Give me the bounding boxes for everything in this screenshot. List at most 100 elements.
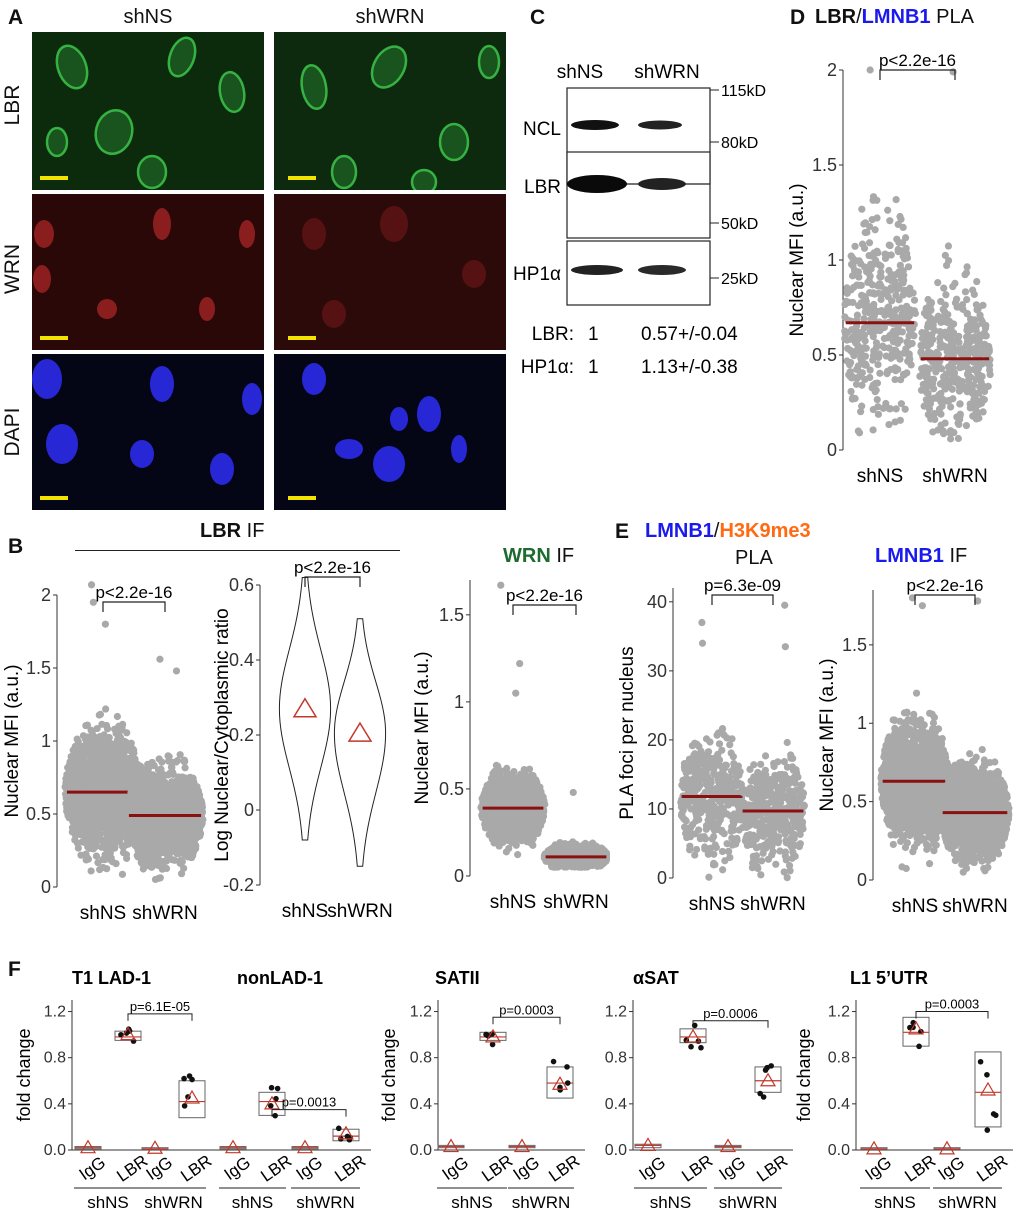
- data-point: [886, 217, 894, 225]
- marker-25kd: 25kD: [721, 271, 758, 288]
- data-point: [136, 783, 144, 792]
- data-point: [90, 755, 98, 763]
- data-point: [109, 761, 117, 769]
- nucleus-mark: [32, 359, 62, 399]
- data-point: [506, 771, 514, 779]
- data-point: [946, 435, 955, 443]
- data-point: [929, 394, 938, 402]
- data-point: [162, 864, 171, 873]
- significance-bracket: [879, 69, 956, 80]
- data-point: [947, 429, 955, 437]
- data-point: [884, 206, 892, 214]
- band-lbr-shwrn: [638, 178, 686, 190]
- data-point: [111, 725, 119, 733]
- data-point: [101, 794, 109, 802]
- panel-label-d: D: [790, 6, 806, 29]
- data-point: [187, 798, 195, 806]
- data-point: [177, 834, 185, 842]
- data-point: [176, 751, 184, 759]
- data-point: [88, 770, 96, 778]
- data-point: [930, 385, 938, 393]
- data-point: [868, 384, 876, 392]
- data-point: [881, 250, 889, 258]
- violin-shape: [278, 577, 332, 841]
- data-point: [172, 777, 180, 785]
- data-point: [102, 721, 111, 730]
- data-point: [874, 410, 882, 418]
- data-point: [925, 399, 933, 408]
- data-point: [180, 793, 189, 801]
- data-point: [858, 381, 866, 389]
- data-point: [113, 777, 121, 785]
- data-point: [90, 827, 99, 835]
- nucleus-mark: [218, 70, 246, 114]
- data-point: [904, 263, 913, 271]
- data-point: [512, 689, 520, 697]
- data-point: [505, 844, 513, 853]
- data-point: [65, 814, 73, 822]
- nucleus-mark: [94, 108, 134, 156]
- data-point: [954, 434, 962, 443]
- data-point: [961, 288, 970, 296]
- data-point: [87, 834, 96, 843]
- data-point: [97, 743, 105, 752]
- data-point: [185, 820, 193, 828]
- y-tick-label: 1.5: [26, 658, 51, 678]
- data-point: [861, 263, 869, 271]
- marker-50kd: 50kD: [721, 216, 758, 233]
- nucleus-mark: [322, 300, 346, 328]
- data-point: [948, 385, 956, 393]
- data-point: [846, 335, 854, 343]
- x-tick-label: shNS: [490, 892, 536, 913]
- data-point: [894, 220, 902, 229]
- data-point: [896, 212, 904, 221]
- data-point: [847, 387, 855, 396]
- data-point: [94, 762, 102, 770]
- data-point: [971, 392, 979, 400]
- data-point: [488, 808, 497, 816]
- data-point: [869, 426, 877, 434]
- data-point: [135, 843, 143, 851]
- data-point: [939, 427, 947, 435]
- data-point: [950, 329, 958, 337]
- data-point: [924, 382, 932, 390]
- y-axis-label: Nuclear MFI (a.u.): [412, 651, 433, 804]
- data-point: [886, 241, 894, 250]
- band-lbr-shns: [567, 175, 627, 193]
- data-point: [860, 244, 869, 252]
- data-point: [188, 850, 196, 858]
- data-point: [884, 304, 892, 312]
- mean-triangle: [292, 697, 318, 718]
- quant-hp1a-shns: 1: [588, 357, 599, 378]
- y-tick-label: 1: [827, 250, 837, 270]
- panel-d-title: LBR/LMNB1 PLA: [815, 6, 974, 28]
- data-point: [79, 778, 88, 786]
- nucleus-mark: [242, 383, 262, 415]
- data-point: [917, 347, 925, 356]
- y-axis-label: Nuclear MFI (a.u.): [787, 183, 808, 336]
- data-point: [115, 802, 123, 810]
- data-point: [96, 710, 105, 718]
- p-value-label: p<2.2e-16: [879, 51, 956, 70]
- data-point: [155, 771, 163, 779]
- data-point: [97, 757, 105, 765]
- data-point: [855, 429, 864, 437]
- data-point: [138, 778, 146, 786]
- data-point: [493, 813, 501, 822]
- data-point: [843, 357, 851, 365]
- micrograph-lbr-shns: [32, 32, 264, 190]
- data-point: [102, 705, 110, 713]
- data-point: [866, 289, 874, 297]
- data-point: [947, 359, 956, 368]
- data-point: [63, 806, 71, 814]
- data-point: [94, 807, 102, 815]
- data-point: [847, 286, 855, 294]
- data-point: [947, 350, 956, 358]
- data-point: [196, 817, 204, 825]
- data-point: [130, 763, 138, 772]
- data-point: [970, 358, 978, 366]
- x-tick-label: shWRN: [327, 901, 392, 922]
- y-axis-label: Nuclear MFI (a.u.): [2, 664, 23, 817]
- data-point: [193, 783, 201, 791]
